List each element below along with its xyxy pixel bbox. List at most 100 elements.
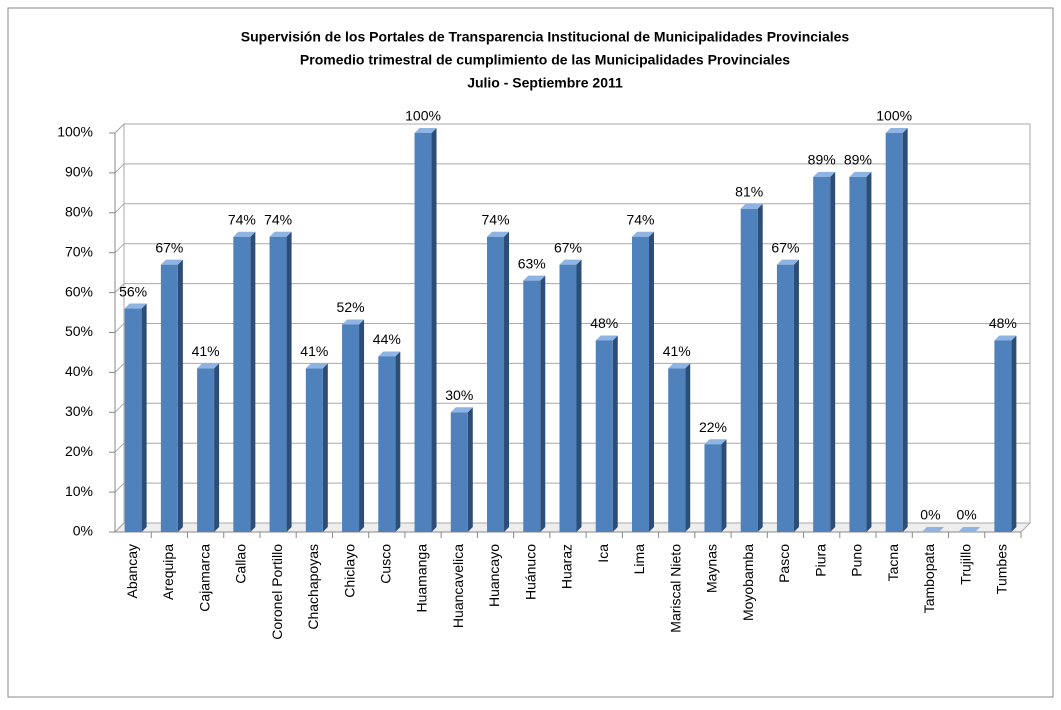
data-label: 74% xyxy=(264,211,292,227)
x-tick-label: Pasco xyxy=(776,544,792,583)
bar-top xyxy=(994,335,1017,341)
bar xyxy=(487,236,505,533)
bar-top xyxy=(124,303,147,309)
bar xyxy=(197,368,215,532)
bar-side xyxy=(757,203,763,532)
bar-side xyxy=(322,363,328,532)
bar-top xyxy=(958,527,981,532)
data-label: 52% xyxy=(337,299,365,315)
bar-side xyxy=(1011,335,1017,532)
bar xyxy=(160,264,178,532)
bar-side xyxy=(721,439,727,532)
y-tick-label: 30% xyxy=(65,403,93,419)
data-label: 56% xyxy=(119,283,147,299)
data-label: 67% xyxy=(771,239,799,255)
data-label: 74% xyxy=(626,211,654,227)
y-tick-label: 0% xyxy=(73,523,93,539)
bar xyxy=(305,368,323,532)
bar-side xyxy=(395,351,401,532)
bar-top xyxy=(378,351,401,357)
y-tick-label: 60% xyxy=(65,283,93,299)
bar xyxy=(849,176,867,532)
bar xyxy=(813,176,831,532)
bar-top xyxy=(776,259,799,265)
bar xyxy=(885,133,903,532)
bar-top xyxy=(559,259,582,265)
bar-top xyxy=(740,203,763,209)
data-label: 30% xyxy=(445,387,473,403)
grid-line xyxy=(114,163,125,174)
data-label: 67% xyxy=(554,239,582,255)
bar-side xyxy=(359,319,365,532)
bar xyxy=(450,412,468,532)
bar-top xyxy=(414,128,437,133)
bar xyxy=(414,133,432,532)
bar xyxy=(704,444,722,532)
y-tick-label: 40% xyxy=(65,363,93,379)
y-tick-label: 90% xyxy=(65,164,93,180)
data-label: 74% xyxy=(482,211,510,227)
bar xyxy=(233,236,251,533)
data-label: 22% xyxy=(699,419,727,435)
bar xyxy=(523,280,541,532)
bar-top xyxy=(305,363,328,369)
x-tick-label: Ica xyxy=(595,544,611,563)
bar-top xyxy=(631,231,654,237)
data-label: 0% xyxy=(920,507,940,523)
grid-line xyxy=(114,522,125,533)
x-tick-label: Callao xyxy=(233,544,249,584)
grid-line xyxy=(114,363,125,373)
data-label: 89% xyxy=(808,152,836,168)
y-tick-label: 10% xyxy=(65,483,93,499)
data-label: 44% xyxy=(373,331,401,347)
data-label: 63% xyxy=(518,255,546,271)
bar-top xyxy=(487,231,510,237)
bar-side xyxy=(177,259,183,532)
bar-top xyxy=(921,527,944,532)
bar-side xyxy=(830,171,836,532)
bar-side xyxy=(648,231,654,533)
bar-top xyxy=(704,439,727,445)
x-tick-label: Tumbes xyxy=(994,544,1010,594)
data-label: 67% xyxy=(155,239,183,255)
chart-subtitle: Julio - Septiembre 2011 xyxy=(467,75,623,91)
bar xyxy=(342,324,360,532)
bar xyxy=(124,308,142,532)
chart-subtitle: Promedio trimestral de cumplimiento de l… xyxy=(300,52,790,68)
data-label: 89% xyxy=(844,152,872,168)
bar-side xyxy=(685,363,691,532)
data-label: 0% xyxy=(957,507,977,523)
bar-top xyxy=(885,128,908,133)
data-label: 41% xyxy=(663,343,691,359)
data-label: 100% xyxy=(876,108,912,124)
bar-side xyxy=(214,363,220,532)
data-label: 100% xyxy=(405,108,441,124)
bar-top xyxy=(595,335,618,341)
bar-top xyxy=(342,319,365,325)
y-tick-label: 100% xyxy=(57,124,93,140)
bar-top xyxy=(523,275,546,281)
grid-line xyxy=(114,482,125,493)
y-tick-label: 50% xyxy=(65,323,93,339)
bar-side xyxy=(250,231,256,533)
bar-side xyxy=(141,303,147,532)
x-tick-label: Huancayo xyxy=(486,544,502,607)
x-tick-label: Lima xyxy=(631,544,647,575)
x-tick-label: Huánuco xyxy=(522,544,538,600)
x-tick-label: Arequipa xyxy=(160,544,176,600)
y-tick-label: 70% xyxy=(65,243,93,259)
chart-title: Supervisión de los Portales de Transpare… xyxy=(241,29,850,45)
x-tick-label: Tambopata xyxy=(921,544,937,613)
bar-side xyxy=(793,259,799,532)
grid-line xyxy=(114,323,125,333)
bar xyxy=(269,236,287,533)
bar xyxy=(740,208,758,532)
bar-side xyxy=(576,259,582,532)
x-tick-label: Cusco xyxy=(378,544,394,584)
grid-line xyxy=(114,123,125,134)
bar-top xyxy=(450,407,473,413)
bar-side xyxy=(431,128,437,532)
x-tick-label: Puno xyxy=(849,544,865,577)
data-label: 81% xyxy=(735,184,763,200)
